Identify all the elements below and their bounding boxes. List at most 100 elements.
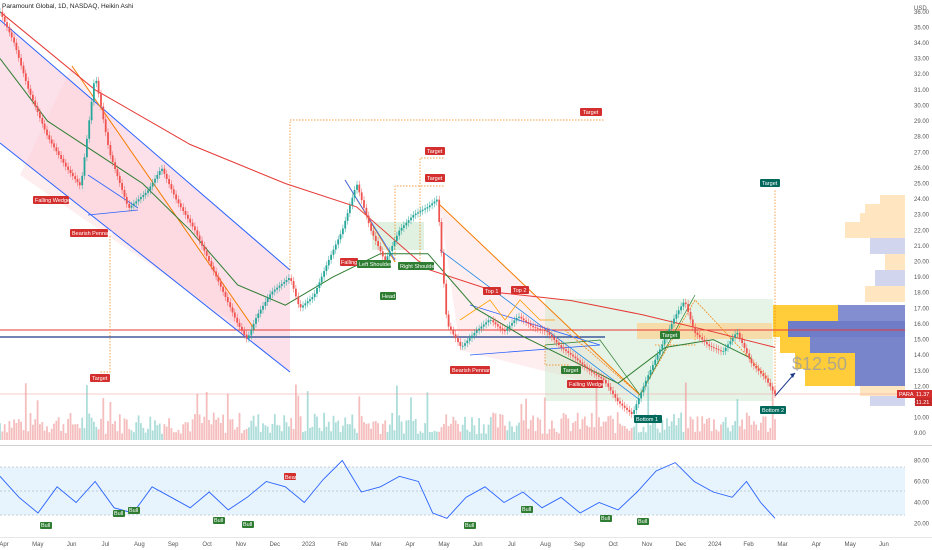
candle-body [569,352,572,355]
volume-bar [421,432,424,440]
candle-body [97,80,100,94]
candle-body [388,251,391,257]
target-line-1 [100,236,111,373]
svg-text:Bull: Bull [638,519,647,525]
volume-bar [32,424,34,440]
volume-bar [497,427,499,440]
candle-body [71,173,74,177]
candle-body [346,213,349,221]
volume-bar [262,423,264,440]
candle-body [208,256,210,262]
volume-bar [39,424,41,440]
volume-bar [595,385,598,440]
candle-body [497,324,499,327]
candle-body [396,235,398,241]
volume-bar [738,426,741,440]
annotation-top-1: Top 1 [483,287,501,295]
volume-bar [386,432,389,440]
candle-body [464,343,466,346]
volume-bar [403,433,405,440]
candle-body [586,366,588,369]
target-line-3 [394,185,445,262]
volume-bar [187,422,189,440]
volume-bar [212,412,215,440]
candle-body [764,376,767,379]
candle-body [403,225,405,228]
volume-bar [762,416,765,440]
annotation-bearish-pennant-1: Bearish Pennant [70,229,113,237]
candle-body [353,190,356,198]
time-tick-label: Oct [609,542,619,548]
volume-bar [555,432,558,440]
rsi-axis[interactable]: 80.00 60.00 40.00 20.00 [914,459,930,528]
candle-body [212,266,215,272]
svg-text:Target: Target [762,181,778,187]
volume-bar [727,427,729,440]
candle-body [304,303,307,306]
price-axis[interactable]: 36.00 35.00 34.00 33.00 32.00 31.00 30.00 29.00… [914,10,930,437]
candle-body [257,313,260,318]
candle-body [374,235,377,241]
volume-bar [170,428,173,440]
volume-bar [201,423,203,440]
volume-bar [316,416,318,440]
volume-bar [511,426,513,440]
volume-bar [689,416,692,440]
volume-bar [713,419,715,440]
candle-body [342,228,344,235]
time-tick-label: Sep [168,542,179,548]
candle-body [302,305,304,308]
volume-bar [412,420,415,440]
candle-body [370,223,372,231]
volume-bar [447,426,450,440]
time-tick-label: Mar [371,542,381,548]
time-tick-label: Jul [102,542,110,548]
volume-bar [360,416,363,440]
volume-bar [297,395,300,440]
candle-body [581,362,584,365]
price-tick-label: 25.00 [914,182,930,188]
time-tick-label: Jul [508,542,516,548]
candle-body [224,291,227,297]
time-axis[interactable]: Apr May Jun Jul Aug Sep Oct Nov Dec 2023 Feb Mar Apr… [0,542,889,548]
volume-bar [590,413,593,440]
volume-bar [64,433,67,440]
volume-bar [372,421,375,440]
pennant-line-2 [87,209,139,216]
volume-bar [332,415,335,440]
volume-bar [224,432,227,440]
target-line-2 [289,119,605,270]
svg-text:Bottom 1: Bottom 1 [636,417,658,423]
annotation-falling-wedge-2: Falling Wedge [567,380,604,388]
candle-body [539,328,542,330]
candle-body [492,320,495,323]
volume-bar [633,426,635,440]
volume-bar [621,425,624,440]
svg-text:Target: Target [427,176,443,182]
candle-body [661,344,664,350]
volume-bar [506,430,509,440]
candle-body [273,289,276,292]
volume-bar [492,412,495,440]
candle-body [262,305,264,310]
price-tick-label: 16.00 [914,322,930,328]
volume-bar [194,414,196,440]
candle-body [271,291,274,295]
candle-body [269,294,271,299]
volume-bar [424,423,426,440]
candle-body [349,205,351,214]
volume-bar [273,414,276,440]
volume-bar [736,399,739,440]
volume-bar [663,429,666,440]
projection-arrow-head [790,373,795,378]
volume-bar [243,430,246,440]
candle-body [109,145,112,156]
svg-text:Top 1: Top 1 [485,289,498,295]
volume-bar [20,421,22,440]
volume-bar [691,419,694,440]
volume-bar [668,426,671,440]
volume-bar [299,416,302,440]
candle-body [140,197,142,200]
price-tick-label: 31.00 [914,88,930,94]
volume-bar [151,430,154,440]
